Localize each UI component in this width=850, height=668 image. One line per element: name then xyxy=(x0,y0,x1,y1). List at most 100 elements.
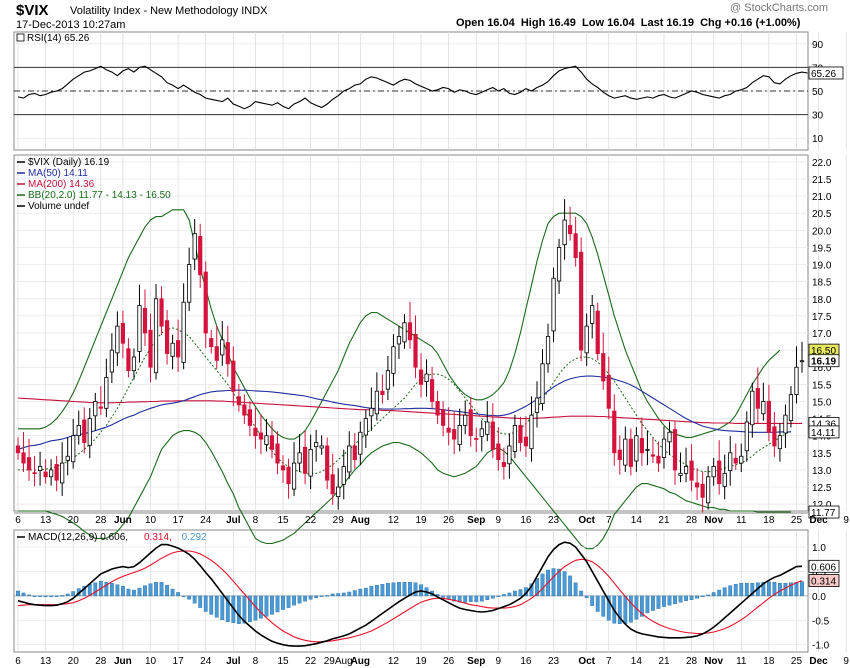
macd-histogram-bar xyxy=(341,592,346,597)
macd-histogram-bar xyxy=(562,571,567,597)
x-axis-date-label: 18 xyxy=(763,515,775,526)
macd-x-axis-date-label: Jul xyxy=(226,656,241,667)
macd-histogram-bar xyxy=(187,595,192,600)
macd-tick-label: -1.0 xyxy=(812,641,830,652)
macd-histogram-bar xyxy=(347,591,352,597)
candle-body xyxy=(325,445,330,481)
macd-value-box xyxy=(808,574,840,587)
macd-x-axis-date-label: 29Aug xyxy=(324,656,353,667)
candle-body xyxy=(479,428,484,437)
macd-histogram-bar xyxy=(601,595,606,617)
macd-x-axis-date-label: 19 xyxy=(415,656,427,667)
macd-histogram-bar xyxy=(441,595,446,598)
candle-body xyxy=(170,342,175,357)
rsi-value-label: 65.26 xyxy=(811,69,836,80)
candle-body xyxy=(413,333,418,368)
bb-middle-line xyxy=(18,327,792,475)
candle-body xyxy=(562,219,567,246)
x-axis-date-label: 28 xyxy=(686,515,698,526)
price-tick-label: 15.5 xyxy=(812,380,832,391)
macd-histogram-bar xyxy=(452,595,457,602)
macd-histogram-bar xyxy=(380,583,385,597)
open-label: Open xyxy=(456,17,485,29)
price-tick-label: 22.0 xyxy=(812,158,832,169)
macd-histogram-bar xyxy=(203,595,208,612)
macd-panel-frame xyxy=(13,529,809,653)
macd-histogram-bar xyxy=(590,595,595,606)
macd-histogram-bar xyxy=(573,582,578,597)
candle-body xyxy=(540,363,545,404)
candle-body xyxy=(142,307,148,334)
macd-histogram-bar xyxy=(132,589,136,597)
x-axis-date-label: Nov xyxy=(704,515,723,526)
macd-histogram-bar xyxy=(584,595,589,599)
price-legend-text: BB(20,2.0) 11.77 - 14.13 - 16.50 xyxy=(28,190,171,201)
macd-x-axis-date-label: Aug xyxy=(351,656,370,667)
rsi-tick-label: 30 xyxy=(812,111,824,122)
macd-histogram-bar xyxy=(468,595,473,602)
macd-x-axis-date-label: 13 xyxy=(40,656,52,667)
candle-body xyxy=(606,375,611,409)
x-axis-date-label: 9 xyxy=(496,515,502,526)
ma50-line xyxy=(17,375,791,450)
price-value-box xyxy=(808,505,840,519)
x-axis-date-label: 28 xyxy=(95,515,107,526)
candle-body xyxy=(192,233,197,260)
macd-histogram-bar xyxy=(568,575,573,597)
macd-x-axis-date-label: 12 xyxy=(388,656,400,667)
macd-histogram-bar xyxy=(639,595,644,617)
macd-histogram-bar xyxy=(109,582,114,597)
macd-x-axis-date-label: 17 xyxy=(173,656,185,667)
candle-body xyxy=(783,414,788,434)
macd-histogram-bar xyxy=(778,582,782,597)
candle-body xyxy=(302,446,308,474)
x-axis-date-label: Jul xyxy=(226,515,241,526)
candle-body xyxy=(60,462,65,484)
candle-body xyxy=(258,432,264,440)
x-axis-date-label: 10 xyxy=(145,515,157,526)
candle-body xyxy=(534,397,540,413)
macd-histogram-bar xyxy=(623,595,628,624)
candle-body xyxy=(15,445,21,454)
macd-histogram-bar xyxy=(413,582,418,597)
candle-body xyxy=(220,339,225,356)
price-tick-label: 16.0 xyxy=(812,363,832,374)
macd-histogram-bar xyxy=(115,584,120,597)
x-axis-date-label: 26 xyxy=(443,515,455,526)
x-axis-date-label: 11 xyxy=(736,515,747,526)
x-axis-date-label: Dec xyxy=(809,515,828,526)
candle-body xyxy=(104,377,109,409)
macd-histogram-bar xyxy=(794,582,799,597)
macd-histogram-bar xyxy=(529,583,534,597)
candle-body xyxy=(777,435,783,450)
candle-body xyxy=(645,448,650,451)
chart-datetime: 17-Dec-2013 10:27am xyxy=(16,19,126,31)
candle-body xyxy=(98,406,103,409)
candle-body xyxy=(739,455,744,464)
rsi-value-box xyxy=(808,66,844,80)
macd-histogram-bar xyxy=(733,583,738,597)
candle-body xyxy=(407,322,413,341)
price-tick-label: 21.0 xyxy=(812,192,832,203)
x-axis-date-label: 6 xyxy=(15,515,21,526)
candle-body xyxy=(176,340,181,358)
candle-body xyxy=(794,366,799,396)
candle-body xyxy=(634,435,639,462)
macd-histogram-bar xyxy=(513,590,517,597)
macd-histogram-bar xyxy=(540,573,545,597)
candle-body xyxy=(314,442,319,448)
macd-legend-text: 0.292 xyxy=(182,532,207,543)
macd-histogram-bar xyxy=(728,585,733,597)
candle-body xyxy=(242,404,247,416)
macd-histogram-bar xyxy=(242,595,247,624)
candle-body xyxy=(501,461,506,467)
macd-histogram-bar xyxy=(236,595,241,624)
macd-histogram-bar xyxy=(330,593,335,597)
macd-histogram-bar xyxy=(557,568,561,597)
macd-x-axis-date-label: 26 xyxy=(443,656,455,667)
candle-body xyxy=(512,425,518,452)
candle-body xyxy=(750,390,755,426)
candle-body xyxy=(32,472,37,475)
x-axis-date-label: 19 xyxy=(415,515,427,526)
candle-body xyxy=(347,445,352,473)
